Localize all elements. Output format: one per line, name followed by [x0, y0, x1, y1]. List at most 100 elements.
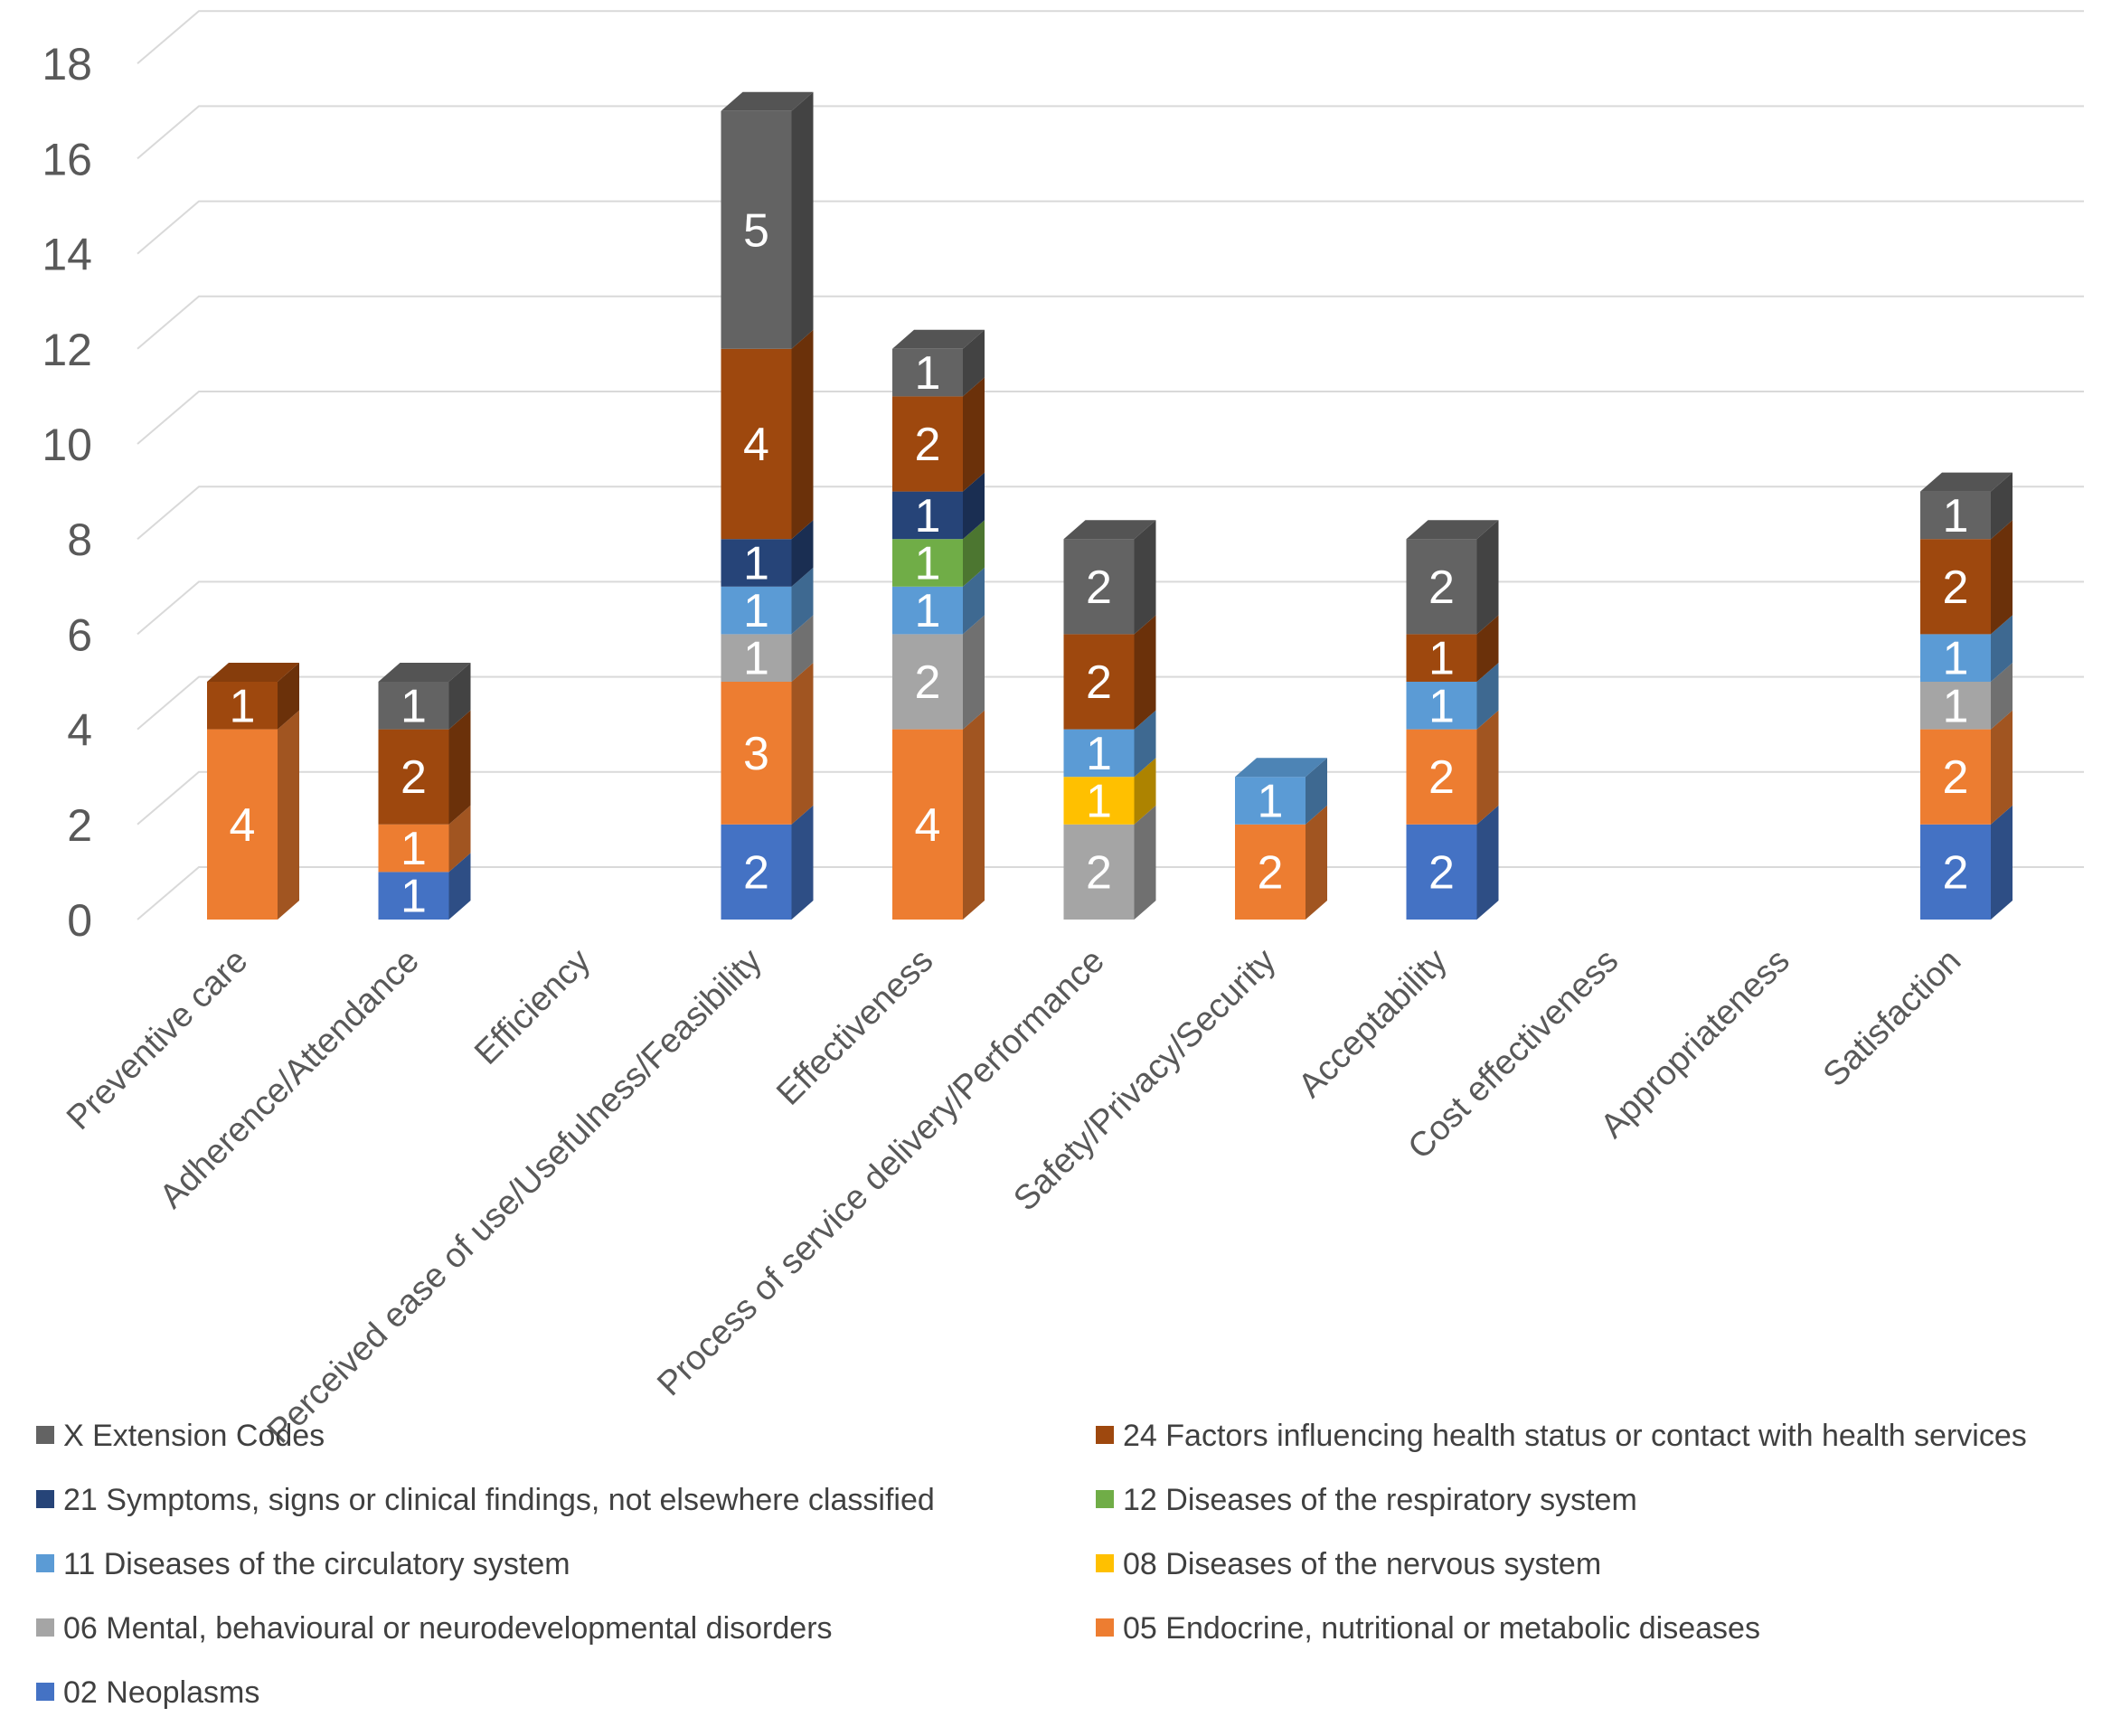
bar-segment-front	[1406, 729, 1477, 825]
gridlines	[137, 10, 2084, 920]
bar-segment-side	[791, 91, 814, 349]
data-label: 2	[1258, 846, 1284, 899]
legend-item: X Extension Codes	[36, 1419, 325, 1453]
data-label: 1	[401, 680, 427, 732]
bar-segment-front	[721, 634, 792, 682]
bar-acceptability: 2 2 11 2	[1406, 520, 1499, 920]
legend-item: 06 Mental, behavioural or neurodevelopme…	[36, 1611, 833, 1646]
x-category-label: Efficiency	[467, 942, 598, 1072]
data-label: 1	[915, 347, 941, 400]
data-label: 2	[915, 656, 941, 709]
data-label: 2	[401, 751, 427, 804]
bar-segment-side	[1991, 472, 2013, 540]
y-tick-label: 10	[42, 420, 92, 470]
bar-segment-front	[1235, 777, 1306, 825]
bar-segment-side	[1306, 758, 1327, 825]
bar-segment-side	[1476, 805, 1499, 920]
data-label: 1	[1086, 728, 1112, 780]
bar-safety-privacy-security: 21	[1235, 758, 1327, 920]
x-category-label: Appropriateness	[1593, 942, 1796, 1146]
x-category-label: Effectiveness	[769, 942, 940, 1113]
data-label: 2	[1943, 846, 1969, 899]
bar-segment-front	[1920, 729, 1991, 825]
bar-preventive-care: 41	[207, 663, 299, 920]
bar-segment-side	[278, 663, 299, 730]
bar-segment-front	[892, 348, 963, 397]
legend-label: X Extension Codes	[63, 1419, 325, 1453]
legend-label: 02 Neoplasms	[63, 1675, 259, 1710]
legend-item: 21 Symptoms, signs or clinical findings,…	[36, 1483, 935, 1517]
bar-segment-front	[721, 682, 792, 825]
data-label: 5	[743, 204, 769, 257]
bar-top-face	[378, 663, 471, 682]
gridline	[137, 105, 2084, 160]
bar-segment-front	[378, 872, 449, 920]
bar-segment-front	[721, 110, 792, 349]
bar-segment-front	[1920, 539, 1991, 635]
data-label: 1	[401, 823, 427, 875]
data-label: 2	[1428, 751, 1455, 804]
legend-item: 24 Factors influencing health status or …	[1096, 1419, 2027, 1453]
data-label: 4	[915, 799, 941, 852]
legend-label: 08 Diseases of the nervous system	[1123, 1547, 1601, 1581]
data-label: 1	[1258, 776, 1284, 828]
bar-segment-front	[892, 634, 963, 730]
bar-segment-front	[721, 586, 792, 635]
bar-segment-side	[791, 567, 814, 635]
bar-segment-front	[1063, 729, 1135, 778]
bar-top-face	[1920, 472, 2013, 492]
legend-item: 08 Diseases of the nervous system	[1096, 1547, 1601, 1581]
legend-swatch	[36, 1426, 54, 1444]
bar-top-face	[892, 329, 985, 349]
data-label: 2	[743, 846, 769, 899]
legend-swatch	[1096, 1490, 1114, 1508]
y-tick-label: 16	[42, 134, 92, 184]
data-label: 4	[743, 419, 769, 471]
bar-segment-side	[448, 710, 471, 825]
data-label: 1	[915, 585, 941, 637]
bar-segment-front	[721, 539, 792, 587]
legend-item: 05 Endocrine, nutritional or metabolic d…	[1096, 1611, 1760, 1646]
bar-segment-side	[791, 520, 814, 587]
legend-swatch	[36, 1490, 54, 1508]
bar-segment-front	[1920, 824, 1991, 920]
legend-label: 05 Endocrine, nutritional or metabolic d…	[1123, 1611, 1760, 1646]
bar-segment-front	[1235, 824, 1306, 920]
bar-segment-side	[448, 663, 471, 730]
bar-top-face	[1406, 520, 1499, 540]
data-label: 1	[915, 538, 941, 590]
legend-item: 11 Diseases of the circulatory system	[36, 1547, 570, 1581]
data-label: 2	[1086, 656, 1112, 709]
data-label: 1	[743, 633, 769, 685]
data-label: 2	[915, 419, 941, 471]
data-label: 2	[1086, 846, 1112, 899]
data-label: 2	[1428, 846, 1455, 899]
bar-segment-side	[1476, 710, 1499, 825]
bar-segment-front	[892, 729, 963, 920]
y-tick-label: 18	[42, 39, 92, 90]
y-tick-label: 4	[67, 705, 92, 756]
bar-segment-side	[278, 710, 299, 920]
bar-segment-front	[1920, 682, 1991, 730]
y-tick-label: 6	[67, 609, 92, 660]
bar-segment-side	[1991, 710, 2013, 825]
bar-segment-side	[1991, 805, 2013, 920]
bar-segment-side	[1306, 805, 1327, 920]
bar-segment-front	[892, 491, 963, 540]
bar-segment-side	[1134, 758, 1156, 825]
bar-segment-front	[1063, 634, 1135, 730]
y-tick-label: 2	[67, 800, 92, 851]
data-label: 4	[230, 799, 256, 852]
bar-segment-front	[1063, 824, 1135, 920]
legend-swatch	[1096, 1618, 1114, 1637]
bar-segment-side	[448, 853, 471, 920]
bar-segment-front	[1063, 777, 1135, 825]
legend: X Extension Codes 24 Factors influencing …	[36, 1419, 2027, 1710]
legend-label: 24 Factors influencing health status or …	[1123, 1419, 2027, 1453]
x-category-label: Preventive care	[60, 942, 255, 1137]
bar-segment-side	[791, 329, 814, 540]
